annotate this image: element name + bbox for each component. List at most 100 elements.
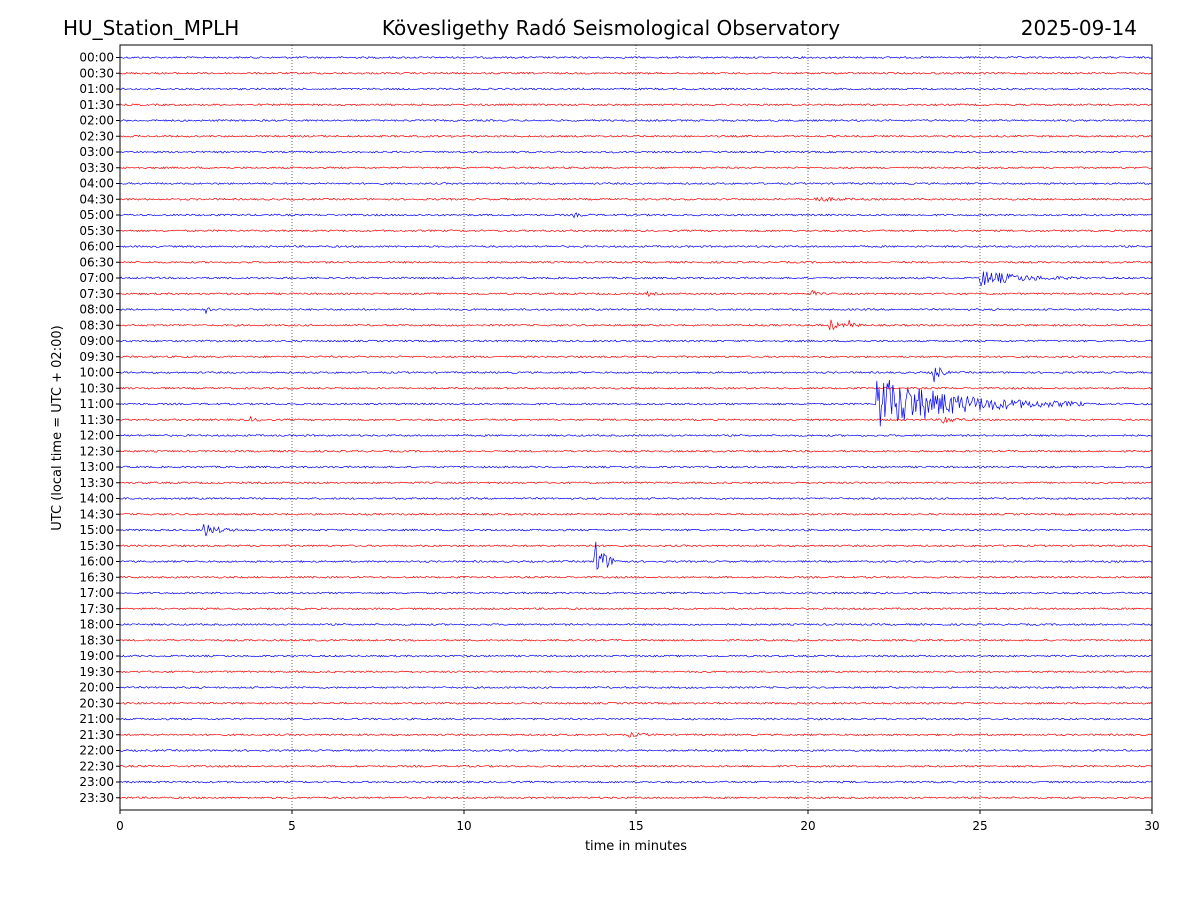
y-tick-label: 19:30 — [79, 665, 114, 679]
trace-row — [119, 87, 1153, 91]
trace-row — [119, 449, 1153, 453]
trace-row — [119, 717, 1153, 721]
trace-row — [119, 119, 1153, 122]
y-tick-label: 10:00 — [79, 366, 114, 380]
trace-row — [119, 212, 1153, 219]
trace-row — [119, 654, 1153, 658]
x-axis-ticks: 0 5 10 15 20 25 30 — [116, 810, 1160, 833]
trace-row — [119, 544, 1153, 548]
vertical-gridlines — [291, 45, 981, 810]
y-tick-label: 07:00 — [79, 271, 114, 285]
trace-row — [119, 512, 1153, 516]
trace-row — [119, 307, 1153, 315]
trace-row — [119, 481, 1153, 485]
trace-row — [119, 150, 1153, 154]
y-tick-label: 03:30 — [79, 161, 114, 175]
y-tick-label: 18:30 — [79, 633, 114, 647]
y-tick-label: 04:30 — [79, 192, 114, 206]
trace-row — [119, 339, 1153, 343]
y-tick-label: 15:00 — [79, 523, 114, 537]
x-tick-label: 5 — [288, 819, 296, 833]
y-tick-label: 14:30 — [79, 507, 114, 521]
y-tick-label: 00:00 — [79, 51, 114, 65]
station-title: HU_Station_MPLH — [63, 16, 239, 40]
trace-row — [119, 260, 1153, 264]
trace-row — [119, 541, 1153, 571]
trace-row — [119, 289, 1153, 297]
date-title: 2025-09-14 — [1021, 16, 1137, 40]
y-tick-label: 20:00 — [79, 681, 114, 695]
trace-row — [119, 71, 1153, 75]
y-tick-label: 12:30 — [79, 444, 114, 458]
trace-row — [119, 524, 1153, 537]
trace-row — [119, 379, 1153, 427]
y-tick-label: 22:00 — [79, 744, 114, 758]
y-tick-label: 00:30 — [79, 66, 114, 80]
x-tick-label: 30 — [1144, 819, 1159, 833]
y-tick-label: 16:30 — [79, 570, 114, 584]
y-tick-label: 05:30 — [79, 224, 114, 238]
x-tick-label: 15 — [628, 819, 643, 833]
y-tick-label: 09:00 — [79, 334, 114, 348]
y-tick-label: 13:00 — [79, 460, 114, 474]
y-tick-label: 23:00 — [79, 775, 114, 789]
x-tick-label: 0 — [116, 819, 124, 833]
trace-row — [119, 780, 1153, 784]
trace-row — [119, 591, 1153, 595]
trace-row — [119, 134, 1153, 138]
y-tick-label: 18:00 — [79, 618, 114, 632]
trace-row — [119, 355, 1153, 359]
y-tick-label: 21:30 — [79, 728, 114, 742]
y-tick-label: 16:00 — [79, 555, 114, 569]
trace-row — [119, 196, 1153, 202]
y-tick-label: 15:30 — [79, 539, 114, 553]
trace-row — [119, 638, 1153, 642]
y-tick-label: 13:30 — [79, 476, 114, 490]
trace-row — [119, 796, 1153, 800]
trace-row — [119, 245, 1153, 248]
trace-row — [119, 319, 1153, 331]
y-tick-label: 23:30 — [79, 791, 114, 805]
trace-row — [119, 575, 1153, 579]
y-tick-label: 17:00 — [79, 586, 114, 600]
trace-row — [119, 607, 1153, 611]
y-tick-label: 02:00 — [79, 114, 114, 128]
y-tick-label: 14:00 — [79, 492, 114, 506]
y-tick-label: 10:30 — [79, 381, 114, 395]
y-tick-label: 09:30 — [79, 350, 114, 364]
y-tick-label: 07:30 — [79, 287, 114, 301]
y-tick-label: 12:00 — [79, 429, 114, 443]
trace-row — [119, 415, 1153, 424]
y-tick-label: 03:00 — [79, 145, 114, 159]
trace-row — [119, 686, 1153, 689]
x-tick-label: 25 — [972, 819, 987, 833]
observatory-title: Kövesligethy Radó Seismological Observat… — [382, 16, 840, 40]
y-tick-label: 01:30 — [79, 98, 114, 112]
trace-row — [119, 386, 1153, 390]
y-tick-label: 08:30 — [79, 318, 114, 332]
y-tick-label: 11:00 — [79, 397, 114, 411]
y-tick-label: 04:00 — [79, 177, 114, 191]
trace-row — [119, 55, 1153, 59]
y-tick-label: 11:30 — [79, 413, 114, 427]
y-axis-label: UTC (local time = UTC + 02:00) — [50, 325, 65, 530]
y-tick-label: 20:30 — [79, 696, 114, 710]
trace-row — [119, 181, 1153, 186]
y-tick-label: 19:00 — [79, 649, 114, 663]
y-tick-label: 17:30 — [79, 602, 114, 616]
y-tick-label: 05:00 — [79, 208, 114, 222]
trace-row — [119, 731, 1153, 738]
y-tick-label: 08:00 — [79, 303, 114, 317]
trace-row — [119, 764, 1153, 768]
y-tick-label: 22:30 — [79, 759, 114, 773]
trace-row — [119, 749, 1153, 752]
y-tick-label: 21:00 — [79, 712, 114, 726]
trace-row — [119, 465, 1153, 469]
trace-row — [119, 670, 1153, 674]
y-tick-label: 01:00 — [79, 82, 114, 96]
x-axis-label: time in minutes — [585, 839, 687, 854]
y-tick-label: 06:00 — [79, 240, 114, 254]
x-tick-label: 10 — [456, 819, 471, 833]
